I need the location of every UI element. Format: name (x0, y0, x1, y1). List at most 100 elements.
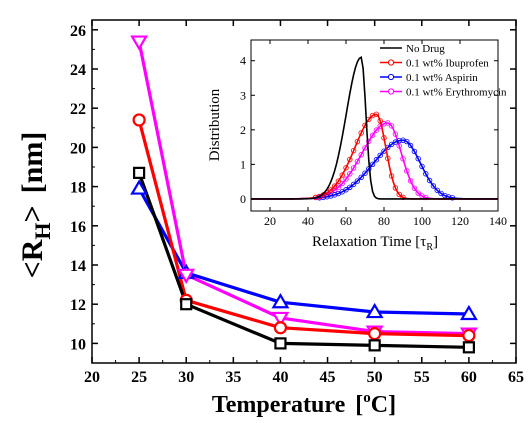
inset-data-point (423, 171, 429, 177)
y-tick-label: 18 (70, 180, 86, 197)
inset-series-line (251, 56, 498, 200)
y-tick-label: 26 (70, 23, 86, 40)
inset-data-point (369, 112, 376, 119)
inset-data-point (396, 143, 402, 149)
inset-data-point (411, 148, 418, 155)
inset-data-point (350, 165, 357, 171)
inset-data-point (392, 131, 399, 137)
data-point-square (462, 341, 475, 354)
legend-label: 0.1 wt% Aspirin (406, 72, 478, 84)
x-tick-label: 60 (461, 369, 477, 386)
inset-data-point (381, 135, 387, 141)
inset-x-axis-label: Relaxation Time [τR] (312, 234, 438, 253)
data-point-triangle-up (130, 179, 149, 195)
inset-data-point (430, 183, 437, 189)
inset-data-point (347, 156, 353, 163)
data-point-circle (462, 328, 476, 343)
inset-data-point (419, 163, 425, 170)
y-tick-label: 22 (70, 101, 86, 118)
inset-background (240, 38, 498, 216)
inset-data-point (369, 161, 376, 168)
legend-label: No Drug (406, 43, 445, 55)
inset-data-point (377, 152, 383, 158)
y-tick-label: 16 (70, 219, 86, 236)
y-label-main: <R (16, 239, 49, 278)
inset-data-point (407, 178, 414, 184)
legend-swatch-marker (387, 88, 395, 95)
x-label-celsius: C] (371, 392, 396, 418)
inset-x-label-sub: R (426, 242, 433, 253)
y-tick-label: 10 (70, 336, 86, 353)
inset-data-point (354, 158, 361, 165)
x-tick-label: 50 (367, 369, 383, 386)
inset-data-point (343, 187, 349, 193)
inset-data-point (350, 181, 357, 188)
data-point-triangle-down (177, 268, 196, 284)
inset-data-point (373, 157, 380, 163)
x-tick-label: 65 (508, 369, 524, 386)
inset-y-tick-label: 3 (240, 88, 246, 102)
inset-data-point (392, 185, 399, 191)
main-series-layer (130, 35, 478, 354)
inset-data-point (366, 138, 372, 144)
inset-data-point (347, 171, 353, 177)
y-label-sub: H (30, 222, 55, 239)
data-point-square (368, 339, 381, 352)
x-label-degree: o (363, 390, 371, 406)
data-point-square (133, 166, 146, 179)
data-point-circle (368, 327, 382, 341)
inset-data-point (328, 193, 334, 199)
x-tick-label: 40 (272, 369, 288, 386)
inset-data-point (385, 120, 391, 126)
inset-data-point (335, 178, 342, 184)
legend-label: 0.1 wt% Ibuprofen (406, 58, 489, 70)
inset-data-point (434, 187, 440, 193)
data-point-triangle-down (130, 35, 149, 51)
main-x-axis-label: Temperature [oC] (212, 390, 396, 418)
inset-x-tick-label: 40 (302, 214, 314, 228)
y-tick-label: 24 (70, 62, 86, 79)
inset-data-point (388, 123, 395, 129)
inset-data-point (343, 176, 349, 182)
inset-data-point (358, 152, 364, 158)
inset-data-point (343, 165, 349, 171)
inset-data-point (449, 195, 456, 201)
inset-data-point (339, 180, 345, 187)
y-label-unit: [nm] (16, 132, 49, 194)
inset-data-point (369, 132, 376, 138)
y-tick-label: 14 (70, 258, 86, 275)
inset-plot-frame (250, 39, 499, 212)
x-label-text: Temperature (212, 392, 346, 418)
inset-legend: No Drug 0.1 wt% Ibuprofen 0.1 wt% Aspirin 0… (380, 43, 507, 99)
inset-data-point (404, 138, 410, 145)
data-point-triangle-up (459, 304, 478, 321)
inset-x-tick-label: 60 (340, 214, 352, 228)
inset-data-point (407, 142, 414, 149)
inset-y-tick-label: 1 (240, 157, 246, 171)
data-point-triangle-up (271, 293, 290, 309)
inset-x-tick-label: 80 (378, 214, 390, 228)
data-point-circle (273, 321, 288, 335)
data-point-square (180, 298, 193, 311)
legend-swatch-marker (387, 59, 395, 66)
inset-data-point (331, 183, 338, 189)
x-tick-label: 45 (320, 369, 336, 386)
inset-y-tick-label: 0 (240, 192, 246, 206)
inset-data-point (347, 184, 353, 190)
y-tick-label: 12 (70, 297, 86, 314)
inset-x-tick-label: 100 (413, 214, 431, 228)
inset-data-point (415, 155, 421, 162)
inset-y-tick-label: 2 (240, 123, 246, 137)
svg-text:<RH>[nm]: <RH> [nm] (16, 132, 55, 279)
data-point-circle (132, 113, 146, 127)
inset-data-point (411, 185, 418, 191)
inset-data-point (385, 155, 391, 162)
inset-x-label-main: Relaxation Time [τ (312, 234, 426, 250)
inset-x-label-tail: ] (433, 234, 438, 250)
inset-data-point (415, 190, 421, 196)
inset-data-point (362, 170, 368, 176)
inset-data-point (354, 138, 361, 145)
